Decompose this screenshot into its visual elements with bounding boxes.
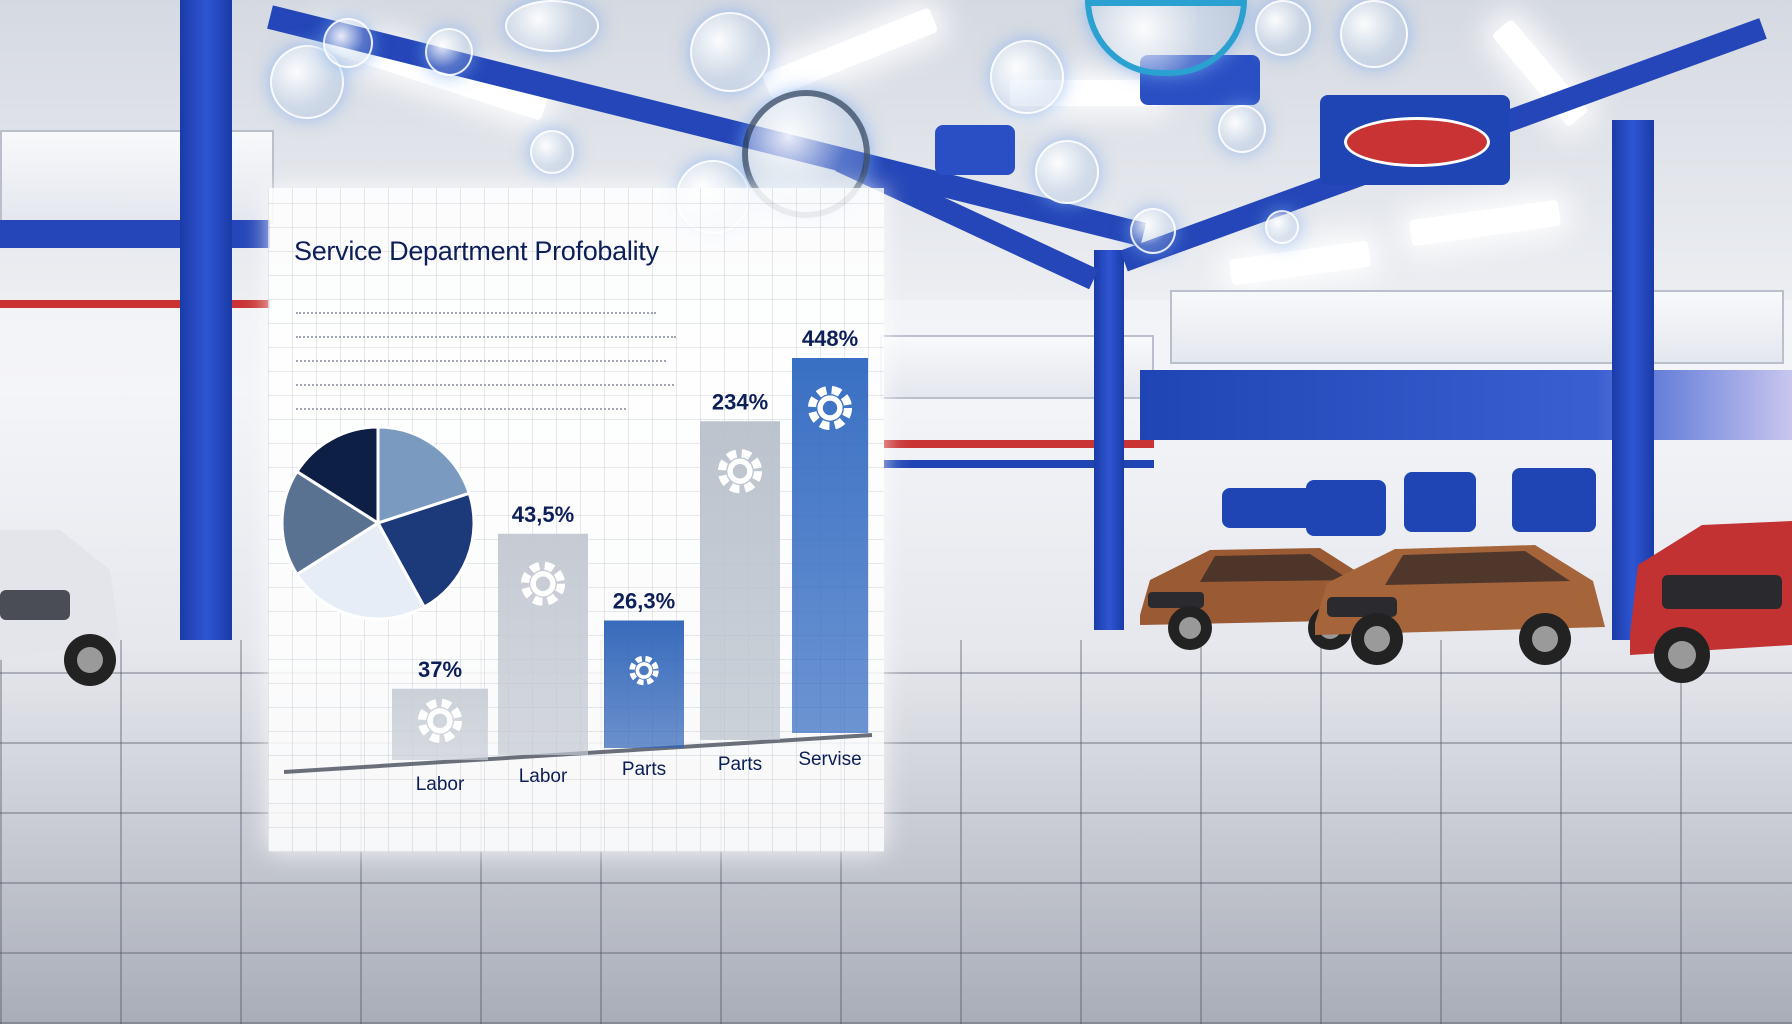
gear-icon bbox=[807, 385, 853, 431]
pie-slice-0 bbox=[376, 425, 472, 526]
gear-icon bbox=[417, 698, 463, 743]
floating-gauge-bubble bbox=[1130, 208, 1176, 254]
bar-2 bbox=[604, 620, 684, 748]
gear-icon bbox=[717, 449, 763, 494]
floating-gauge-bubble bbox=[323, 18, 373, 68]
blue-wall-band bbox=[1140, 370, 1792, 440]
text-line bbox=[296, 368, 674, 386]
gear-icon-center bbox=[817, 395, 843, 421]
service-bay-door bbox=[1404, 472, 1476, 532]
bar-3 bbox=[700, 421, 780, 740]
blue-pillar bbox=[180, 0, 232, 660]
dealer-sign bbox=[1320, 95, 1510, 185]
category-label-0: Labor bbox=[416, 774, 465, 795]
floating-gauge-bubble bbox=[1255, 0, 1311, 56]
dealer-sign bbox=[935, 125, 1015, 175]
blue-stripe bbox=[884, 460, 1154, 468]
chart-title: Service Department Profobality bbox=[294, 236, 659, 266]
category-label-4: Servise bbox=[798, 749, 861, 770]
floating-gauge-bubble bbox=[270, 45, 344, 119]
gear-icon-center bbox=[727, 458, 753, 484]
floating-gauge-bubble bbox=[425, 28, 473, 76]
value-label-2: 26,3% bbox=[613, 589, 675, 614]
floating-gauge-bubble bbox=[530, 130, 574, 174]
text-line bbox=[296, 296, 656, 314]
chart-description-placeholder-lines bbox=[296, 296, 680, 410]
floating-gauge-bubble bbox=[1340, 0, 1408, 68]
gear-icon bbox=[629, 655, 659, 686]
value-label-4: 448% bbox=[802, 326, 858, 351]
floating-gauge-bubble bbox=[505, 0, 599, 52]
category-label-2: Parts bbox=[622, 759, 666, 780]
pie-slice-4 bbox=[294, 425, 380, 526]
category-label-1: Labor bbox=[519, 766, 568, 787]
floating-gauge-bubble bbox=[1265, 210, 1299, 244]
suv-white bbox=[0, 530, 120, 686]
gear-icon-center bbox=[530, 571, 556, 597]
value-label-1: 43,5% bbox=[512, 502, 574, 527]
blue-pillar bbox=[1094, 250, 1124, 630]
gear-icon bbox=[520, 561, 566, 606]
value-label-3: 234% bbox=[712, 389, 768, 414]
pie-slice-3 bbox=[280, 469, 381, 577]
bar-4 bbox=[792, 358, 868, 733]
oval-logo bbox=[1344, 117, 1490, 167]
gear-icon-center bbox=[427, 708, 453, 734]
text-line bbox=[296, 320, 676, 338]
red-stripe bbox=[884, 440, 1154, 448]
service-bay-door bbox=[1306, 480, 1386, 536]
wall-windows bbox=[1170, 290, 1784, 364]
floating-gauge-bubble bbox=[990, 40, 1064, 114]
pie-slice-2 bbox=[294, 520, 427, 621]
bar-1 bbox=[498, 533, 588, 755]
category-label-3: Parts bbox=[718, 754, 762, 775]
red-stripe bbox=[0, 300, 270, 308]
floating-gauge-bubble bbox=[1218, 105, 1266, 153]
gear-icon-center bbox=[635, 662, 653, 679]
pie-slice-1 bbox=[375, 491, 476, 610]
floating-gauge-bubble bbox=[690, 12, 770, 92]
floating-gauge-bubble bbox=[1035, 140, 1099, 204]
suv-brown-1 bbox=[1140, 548, 1380, 650]
text-line bbox=[296, 392, 626, 410]
bar-0 bbox=[392, 688, 488, 760]
service-bay-door bbox=[1512, 468, 1596, 532]
text-line bbox=[296, 344, 666, 362]
suv-red bbox=[1630, 521, 1792, 683]
value-label-0: 37% bbox=[418, 657, 462, 682]
suv-brown-2 bbox=[1315, 545, 1605, 665]
